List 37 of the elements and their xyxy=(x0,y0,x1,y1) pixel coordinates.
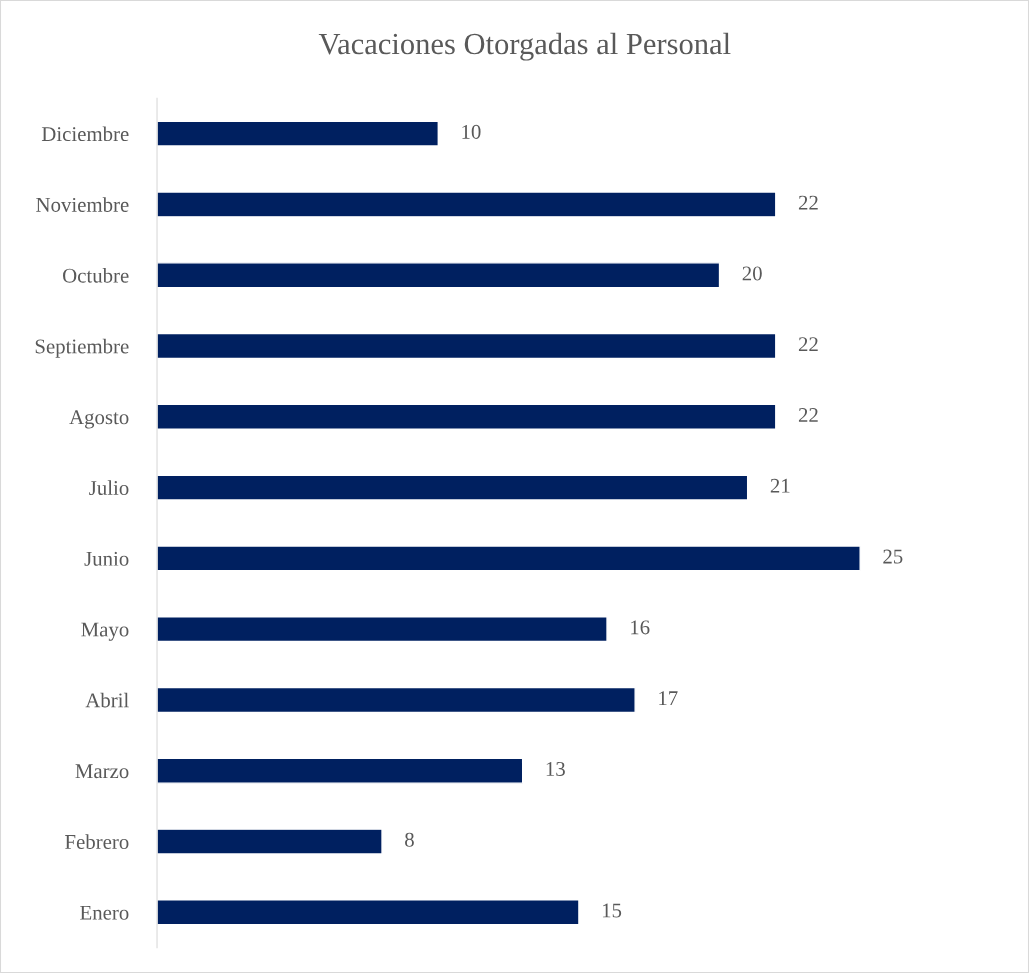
data-label: 8 xyxy=(405,832,414,847)
data-label: 25 xyxy=(883,549,903,564)
data-label: 16 xyxy=(631,620,650,635)
data-label: 22 xyxy=(798,337,818,352)
bar xyxy=(157,545,861,572)
bar xyxy=(157,828,383,855)
data-label: 22 xyxy=(798,195,818,210)
y-tick-label: Octubre xyxy=(63,268,129,283)
y-tick-label: Marzo xyxy=(75,764,129,779)
data-label: 21 xyxy=(770,478,790,493)
bar xyxy=(157,616,608,643)
bar xyxy=(157,403,777,430)
data-label: 15 xyxy=(602,903,622,918)
bar xyxy=(157,332,777,360)
y-tick-label: Diciembre xyxy=(41,126,129,142)
data-label: 22 xyxy=(798,408,818,422)
bar xyxy=(157,899,580,926)
data-label: 13 xyxy=(546,761,565,776)
chart-title: Vacaciones Otorgadas al Personal xyxy=(318,32,731,61)
bar xyxy=(157,120,439,147)
bar xyxy=(157,191,777,218)
y-tick-label: Septiembre xyxy=(35,338,129,358)
data-label: 17 xyxy=(659,691,678,705)
bar xyxy=(157,474,749,501)
y-tick-label: Enero xyxy=(80,905,129,920)
bar xyxy=(157,757,524,784)
y-tick-label: Junio xyxy=(84,551,129,566)
bar xyxy=(157,262,721,289)
y-tick-label: Agosto xyxy=(69,410,129,429)
y-tick-label: Noviembre xyxy=(36,197,129,212)
y-tick-label: Febrero xyxy=(65,834,129,849)
y-tick-label: Mayo xyxy=(81,622,129,641)
y-tick-label: Julio xyxy=(89,480,129,496)
y-tick-label: Abril xyxy=(85,692,129,708)
bar xyxy=(157,686,636,714)
data-label: 10 xyxy=(462,124,481,139)
data-label: 20 xyxy=(742,266,762,281)
